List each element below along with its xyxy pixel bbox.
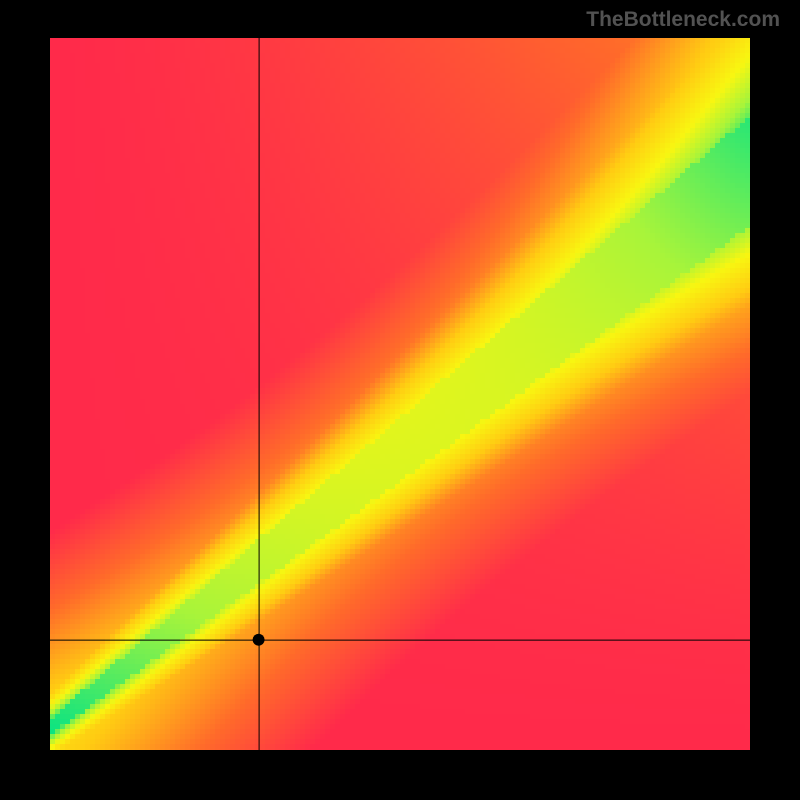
chart-container: TheBottleneck.com bbox=[0, 0, 800, 800]
watermark-text: TheBottleneck.com bbox=[586, 8, 780, 32]
heatmap-canvas bbox=[50, 38, 750, 750]
plot-area bbox=[50, 38, 750, 750]
